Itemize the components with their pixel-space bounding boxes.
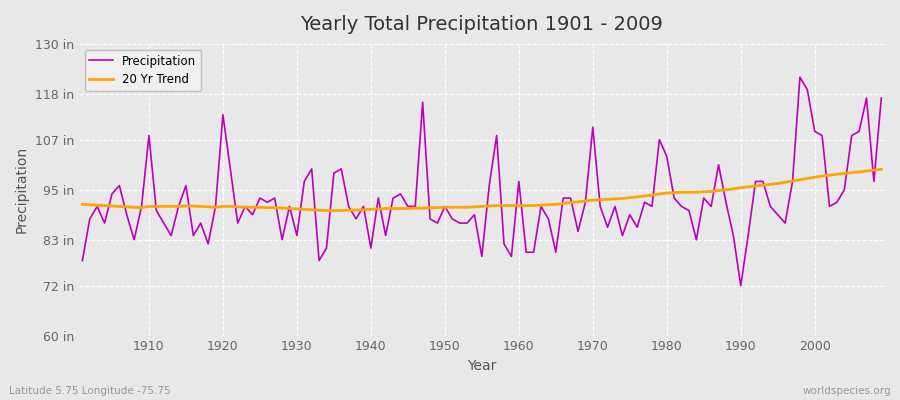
Precipitation [136, 204, 147, 209]
Precipitation [343, 204, 354, 209]
20 Yr Trend [77, 202, 88, 207]
20 Yr Trend [876, 167, 886, 172]
20 Yr Trend [521, 203, 532, 208]
Y-axis label: Precipitation: Precipitation [15, 146, 29, 233]
Text: Latitude 5.75 Longitude -75.75: Latitude 5.75 Longitude -75.75 [9, 386, 171, 396]
X-axis label: Year: Year [467, 359, 497, 373]
20 Yr Trend [136, 205, 147, 210]
Precipitation [735, 283, 746, 288]
Precipitation [77, 258, 88, 263]
Title: Yearly Total Precipitation 1901 - 2009: Yearly Total Precipitation 1901 - 2009 [301, 15, 663, 34]
Precipitation [299, 179, 310, 184]
Precipitation [513, 179, 524, 184]
20 Yr Trend [351, 208, 362, 212]
20 Yr Trend [609, 196, 620, 201]
Precipitation [876, 96, 886, 100]
20 Yr Trend [321, 208, 332, 213]
20 Yr Trend [513, 203, 524, 208]
Legend: Precipitation, 20 Yr Trend: Precipitation, 20 Yr Trend [85, 50, 202, 91]
Precipitation [602, 225, 613, 230]
Text: worldspecies.org: worldspecies.org [803, 386, 891, 396]
Line: 20 Yr Trend: 20 Yr Trend [83, 169, 881, 210]
20 Yr Trend [299, 207, 310, 212]
Precipitation [795, 75, 806, 80]
Precipitation [506, 254, 517, 259]
Line: Precipitation: Precipitation [83, 77, 881, 286]
